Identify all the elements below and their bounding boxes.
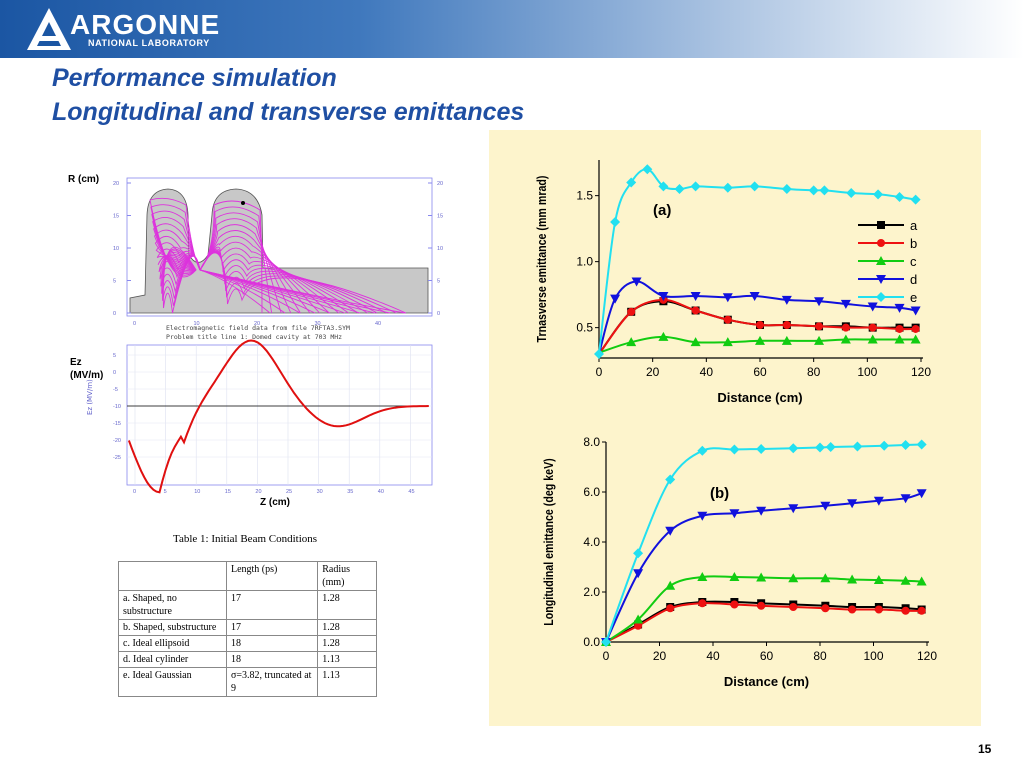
ez-curve	[127, 339, 429, 494]
logo-subtitle: NATIONAL LABORATORY	[88, 38, 210, 48]
table-cell: 18	[225, 651, 319, 668]
slide-title-line-2: Longitudinal and transverse emittances	[52, 98, 525, 126]
z-tick-label: 45	[408, 489, 414, 495]
field-caption-1: Electromagnetic field data from file 7RF…	[166, 324, 350, 332]
beam-conditions-table: Length (ps) Radius (mm) a. Shaped, no su…	[118, 561, 377, 697]
table-cell: σ=3.82, truncated at 9	[225, 667, 319, 697]
table-caption: Table 1: Initial Beam Conditions	[173, 533, 318, 545]
z-tick-label: 15	[225, 489, 231, 495]
table-cell: e. Ideal Gaussian	[118, 667, 227, 697]
z-tick-label: 0	[133, 489, 136, 495]
ez-tick-label: 0	[113, 370, 116, 376]
field-caption-2: Problem title line 1: Domed cavity at 70…	[166, 333, 342, 341]
r-tick-label: 20	[113, 181, 119, 187]
table-cell: c. Ideal ellipsoid	[118, 635, 227, 652]
field-lines	[149, 197, 407, 314]
table-cell: 1.13	[317, 651, 377, 668]
table-row: a. Shaped, no substructure 17 1.28	[118, 590, 377, 620]
r-axis-ticks: 20 20 15 15 10 10 5 5 0 0	[113, 181, 443, 317]
table-row: d. Ideal cylinder 18 1.13	[118, 651, 377, 668]
ez-tick-label: -20	[113, 438, 121, 444]
ez-tick-label: -10	[113, 404, 121, 410]
ez-tick-label: -15	[113, 421, 121, 427]
r-tick-label: 0	[437, 311, 440, 317]
table-cell: 17	[225, 590, 319, 620]
ez-tick-label: -25	[113, 455, 121, 461]
table-cell: 1.13	[317, 667, 377, 697]
z-axis-label: Z (cm)	[260, 497, 290, 508]
ez-tick-label: -5	[113, 387, 118, 393]
table-cell: d. Ideal cylinder	[118, 651, 227, 668]
z-tick-label: 30	[315, 321, 321, 327]
z-tick-label: 20	[255, 489, 261, 495]
header-banner: ARGONNE NATIONAL LABORATORY	[0, 0, 1024, 58]
argonne-logo-icon	[27, 8, 71, 50]
ez-label-line-2: (MV/m)	[70, 370, 104, 381]
ez-axis-ticks: 5 0 -5 -10 -15 -20 -25 0 5 10 15 20 25 30 35 40 45	[113, 353, 432, 495]
r-axis-label: R (cm)	[68, 174, 100, 185]
table-row: c. Ideal ellipsoid 18 1.28	[118, 635, 377, 652]
emittance-charts-panel	[489, 130, 981, 726]
r-tick-label: 5	[113, 279, 116, 285]
r-tick-label: 20	[437, 181, 443, 187]
r-tick-label: 15	[437, 214, 443, 220]
z-tick-label: 0	[133, 321, 136, 327]
z-tick-label: 35	[347, 489, 353, 495]
r-tick-label: 10	[113, 246, 119, 252]
table-cell: 1.28	[317, 619, 377, 636]
logo-wordmark: ARGONNE	[70, 9, 221, 40]
ez-label-line-1: Ez	[70, 357, 82, 368]
table-cell: b. Shaped, substructure	[118, 619, 227, 636]
table-row: b. Shaped, substructure 17 1.28	[118, 619, 377, 636]
z-axis-ticks-top: 0 10 20 30 40	[133, 321, 381, 327]
cavity-geometry	[129, 188, 429, 314]
r-tick-label: 10	[437, 246, 443, 252]
z-tick-label: 10	[194, 489, 200, 495]
page-number: 15	[978, 742, 992, 756]
z-tick-label: 5	[164, 489, 167, 495]
header-cell: Radius (mm)	[317, 561, 377, 591]
table-cell: 1.28	[317, 635, 377, 652]
z-tick-label: 40	[378, 489, 384, 495]
slide-title-line-1: Performance simulation	[52, 64, 337, 92]
z-tick-label: 10	[194, 321, 200, 327]
ez-grid	[134, 345, 411, 485]
z-tick-label: 30	[317, 489, 323, 495]
table-cell: 18	[225, 635, 319, 652]
table-header-row: Length (ps) Radius (mm)	[118, 561, 377, 591]
ez-tick-label: 5	[113, 353, 116, 359]
header-cell	[118, 561, 227, 591]
r-tick-label: 15	[113, 214, 119, 220]
r-tick-label: 5	[437, 279, 440, 285]
r-tick-label: 0	[113, 311, 116, 317]
z-tick-label: 25	[286, 489, 292, 495]
z-tick-label: 20	[254, 321, 260, 327]
table-cell: 17	[225, 619, 319, 636]
ez-axis-label: Ez (MV/m)	[86, 379, 94, 415]
header-cell: Length (ps)	[225, 561, 319, 591]
table-cell: a. Shaped, no substructure	[118, 590, 227, 620]
z-tick-label: 40	[375, 321, 381, 327]
table-cell: 1.28	[317, 590, 377, 620]
